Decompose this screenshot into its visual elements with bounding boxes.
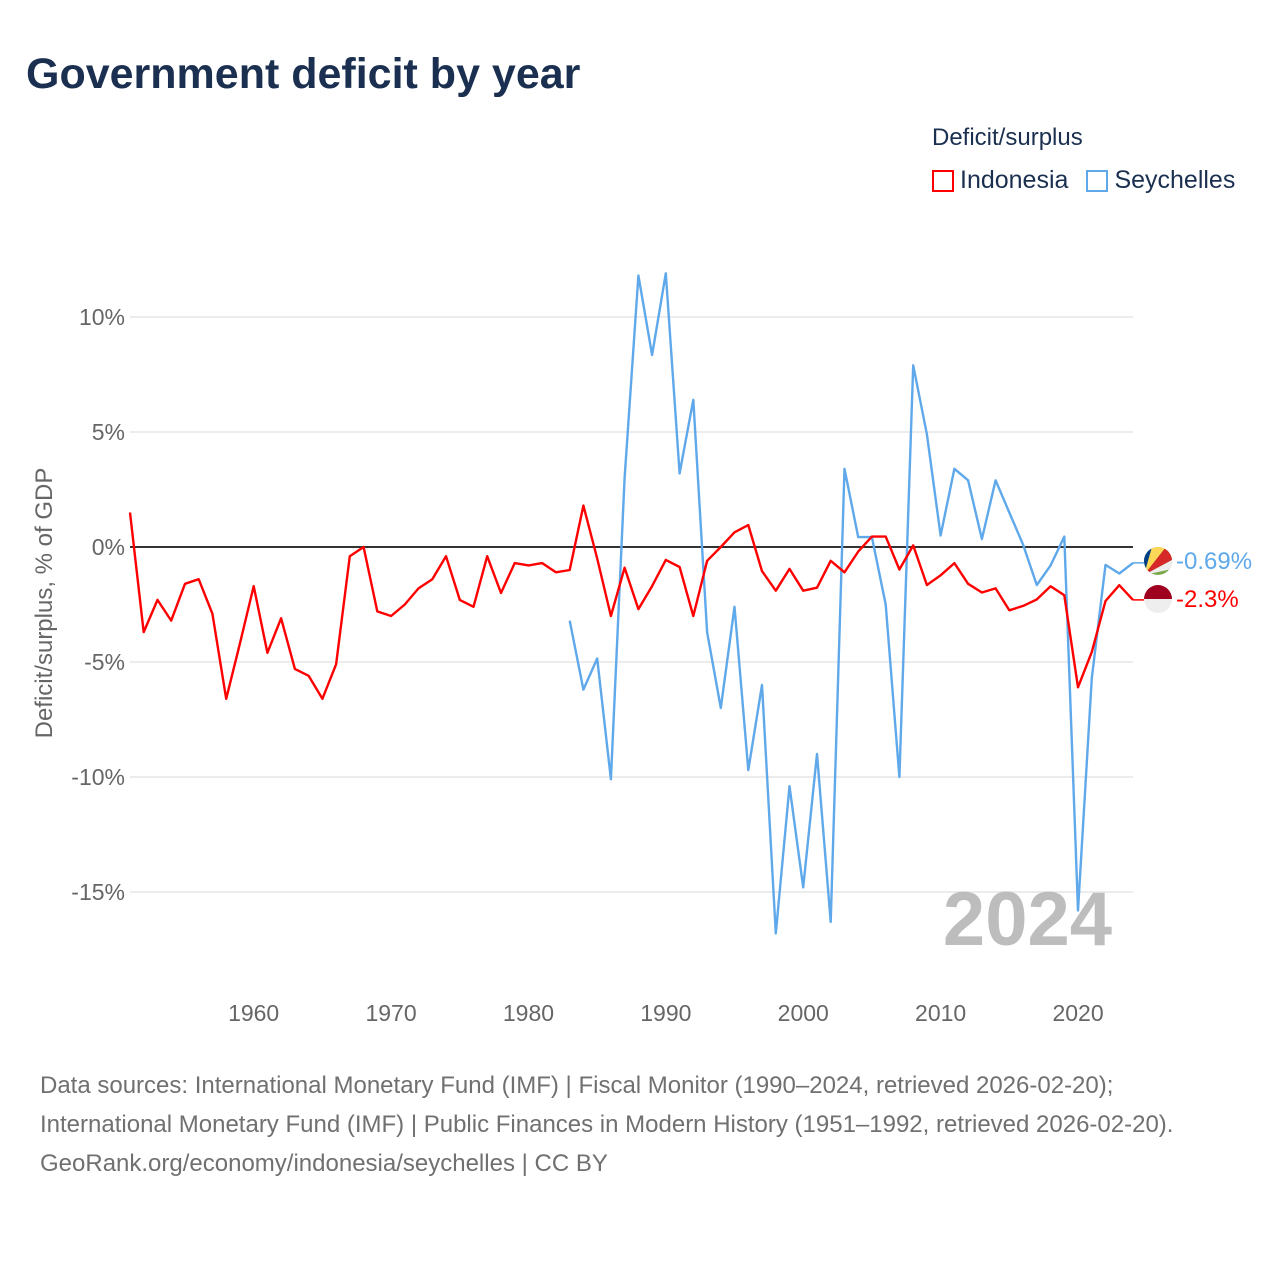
y-axis-label: Deficit/surplus, % of GDP [31, 468, 58, 739]
y-tick-label: 0% [92, 534, 125, 560]
data-sources-line-2: International Monetary Fund (IMF) | Publ… [40, 1111, 1174, 1138]
x-tick-label: 1960 [228, 1000, 279, 1026]
y-tick-label: -5% [84, 649, 125, 675]
legend: Deficit/surplus Indonesia Seychelles [932, 124, 1235, 195]
legend-item-indonesia[interactable]: Indonesia [932, 166, 1068, 195]
x-tick-label: 1980 [503, 1000, 554, 1026]
attribution-link[interactable]: GeoRank.org/economy/indonesia/seychelles… [40, 1150, 608, 1177]
seychelles-flag-icon [1144, 547, 1172, 575]
legend-title: Deficit/surplus [932, 124, 1083, 151]
x-tick-label: 2020 [1052, 1000, 1103, 1026]
data-sources-line-1: Data sources: International Monetary Fun… [40, 1072, 1114, 1099]
footer: Data sources: International Monetary Fun… [40, 1066, 1240, 1183]
chart-title: Government deficit by year [26, 50, 581, 98]
year-watermark: 2024 [943, 877, 1112, 962]
y-tick-label: 5% [92, 419, 125, 445]
legend-item-seychelles[interactable]: Seychelles [1086, 166, 1235, 195]
x-tick-label: 2000 [778, 1000, 829, 1026]
y-tick-label: -10% [71, 764, 125, 790]
series-line-indonesia [128, 504, 1134, 700]
legend-swatch-seychelles [1086, 169, 1109, 192]
x-tick-label: 1990 [640, 1000, 691, 1026]
x-tick-label: 2010 [915, 1000, 966, 1026]
y-tick-label: -15% [71, 879, 125, 905]
series-line-seychelles [568, 272, 1134, 935]
y-tick-label: 10% [79, 304, 125, 330]
x-tick-label: 1970 [365, 1000, 416, 1026]
legend-swatch-indonesia [932, 169, 954, 192]
end-label-seychelles: -0.69% [1176, 548, 1252, 575]
legend-label: Seychelles [1114, 166, 1236, 194]
end-label-indonesia: -2.3% [1176, 586, 1239, 613]
indonesia-flag-icon [1144, 585, 1172, 613]
legend-label: Indonesia [960, 166, 1069, 194]
